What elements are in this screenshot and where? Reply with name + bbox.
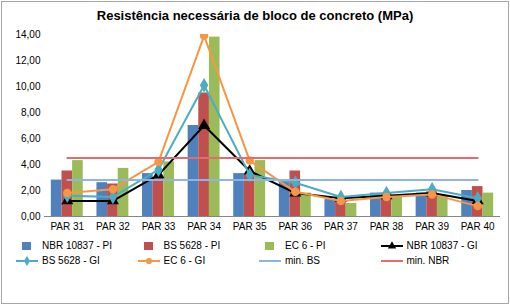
svg-text:10,00: 10,00 <box>15 81 40 92</box>
svg-text:PAR 36: PAR 36 <box>278 221 312 232</box>
svg-text:PAR 38: PAR 38 <box>370 221 404 232</box>
svg-text:2,00: 2,00 <box>21 185 41 196</box>
svg-text:PAR 32: PAR 32 <box>96 221 130 232</box>
svg-text:8,00: 8,00 <box>21 107 41 118</box>
svg-text:PAR 40: PAR 40 <box>461 221 495 232</box>
svg-text:0,00: 0,00 <box>21 211 41 222</box>
svg-text:PAR 33: PAR 33 <box>142 221 176 232</box>
svg-text:6,00: 6,00 <box>21 133 41 144</box>
html-text:BS 5628 - PI: BS 5628 - PI <box>163 240 221 251</box>
html-text:EC 6 - GI: EC 6 - GI <box>163 255 206 266</box>
svg-text:PAR 35: PAR 35 <box>233 221 267 232</box>
svg-text:14,00: 14,00 <box>15 29 40 40</box>
html-text:EC 6 - PI: EC 6 - PI <box>285 240 326 251</box>
html-text:NBR 10837 - GI: NBR 10837 - GI <box>406 240 478 251</box>
html-text:min. BS: min. BS <box>285 255 320 266</box>
svg-text:PAR 37: PAR 37 <box>324 221 358 232</box>
svg-text:PAR 31: PAR 31 <box>50 221 84 232</box>
html-text:Resistência necessária de bloc: Resistência necessária de bloco de concr… <box>96 8 414 23</box>
svg-text:PAR 34: PAR 34 <box>187 221 221 232</box>
svg-text:4,00: 4,00 <box>21 159 41 170</box>
html-text:min. NBR: min. NBR <box>406 255 450 266</box>
svg-text:12,00: 12,00 <box>15 55 40 66</box>
html-text:NBR 10837 - PI: NBR 10837 - PI <box>42 240 112 251</box>
svg-text:PAR 39: PAR 39 <box>415 221 449 232</box>
html-text:BS 5628 - GI: BS 5628 - GI <box>42 255 100 266</box>
